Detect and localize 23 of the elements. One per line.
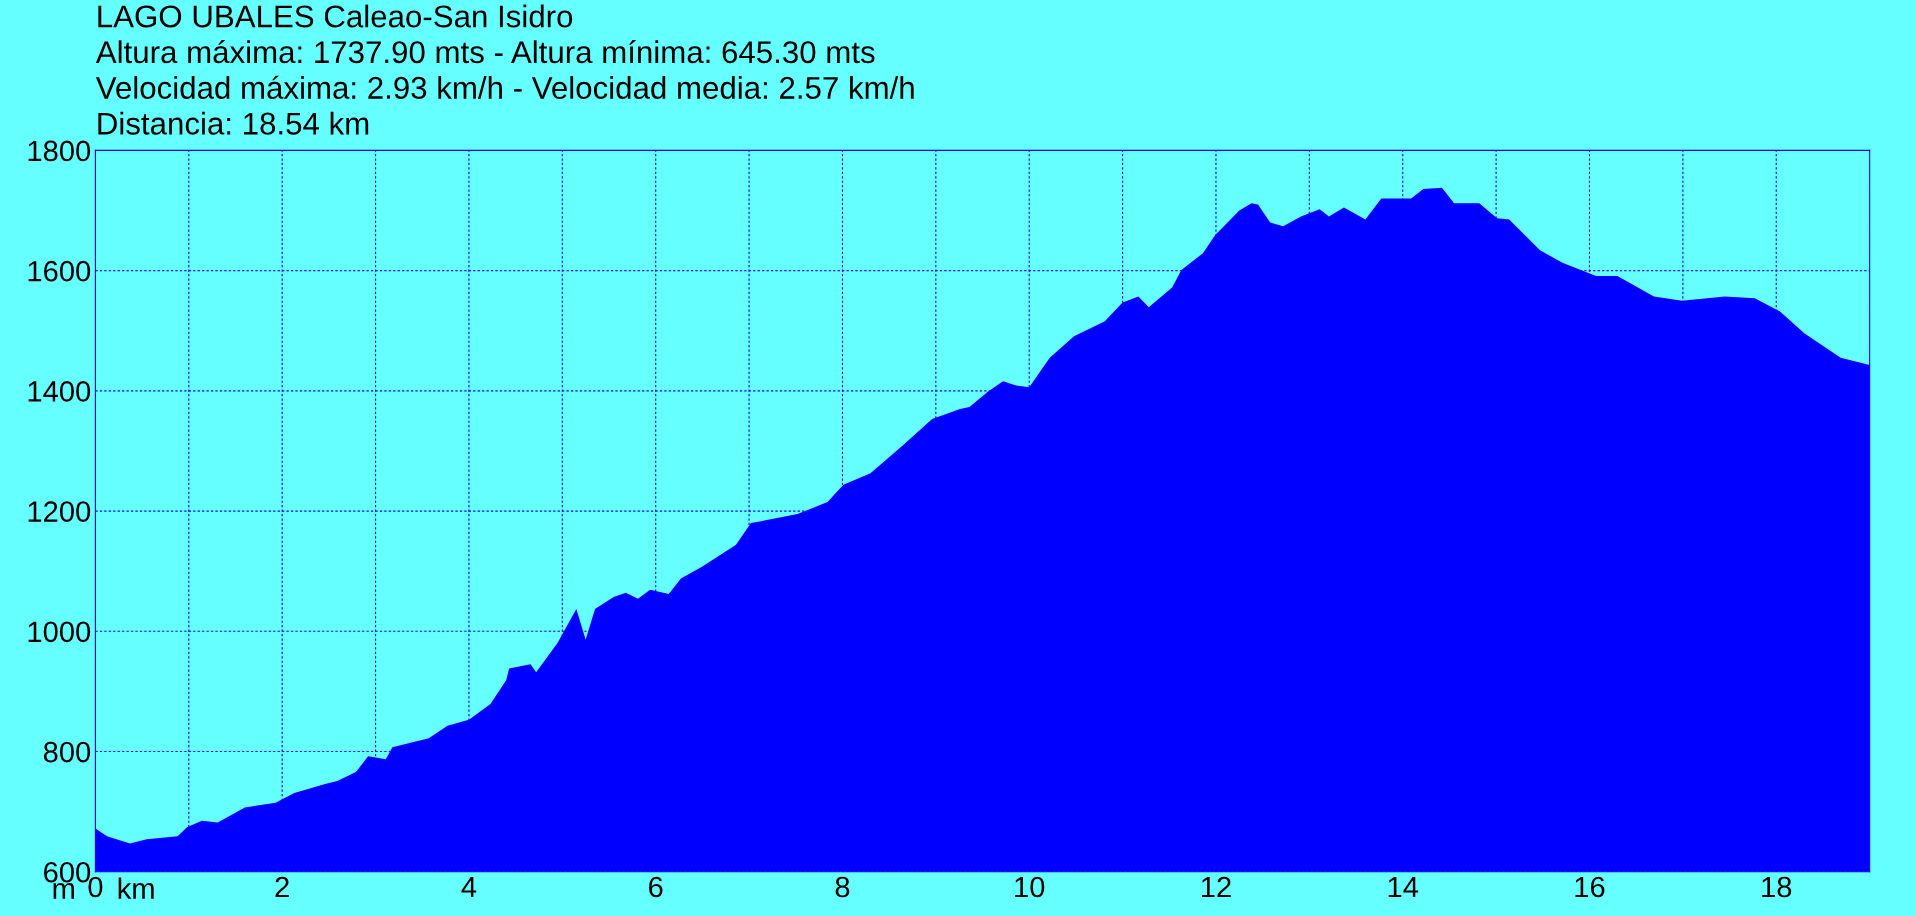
- text: Distancia: 18.54 km: [98, 111, 369, 135]
- chart-title: LAGO UBALES Caleao-San Isidro: [98, 4, 573, 28]
- x-tick-label: 16: [1575, 876, 1605, 898]
- x-tick-label: 8: [835, 876, 850, 898]
- x-tick-label: 12: [1201, 876, 1231, 898]
- x-tick-label: 10: [1015, 876, 1045, 898]
- y-tick-label: 1200: [28, 501, 91, 522]
- y-tick-label: 800: [43, 741, 91, 763]
- x-tick-label: 18: [1762, 876, 1792, 898]
- y-tick-label: 1600: [28, 260, 91, 282]
- x-tick-label: 2: [275, 876, 289, 898]
- y-tick-label: 1800: [28, 140, 91, 162]
- y-tick-label: 1000: [28, 621, 91, 643]
- x-tick-label: 14: [1388, 876, 1419, 898]
- x-tick-label: 6: [649, 876, 663, 898]
- y-tick-label: 600: [44, 861, 91, 883]
- x-tick-label: 4: [461, 876, 477, 898]
- y-tick-label: 1400: [28, 381, 91, 402]
- text: Velocidad máxima: 2.93 km/h - Velocidad media: 2.57 km/h: [95, 75, 914, 99]
- text: Altura máxima: 1737.90 mts - Altura mínima: 645.30 mts: [95, 39, 875, 64]
- y-axis-title: m: [53, 882, 74, 899]
- x-axis-title: km: [118, 877, 154, 899]
- x-tick-label: 0: [88, 876, 103, 898]
